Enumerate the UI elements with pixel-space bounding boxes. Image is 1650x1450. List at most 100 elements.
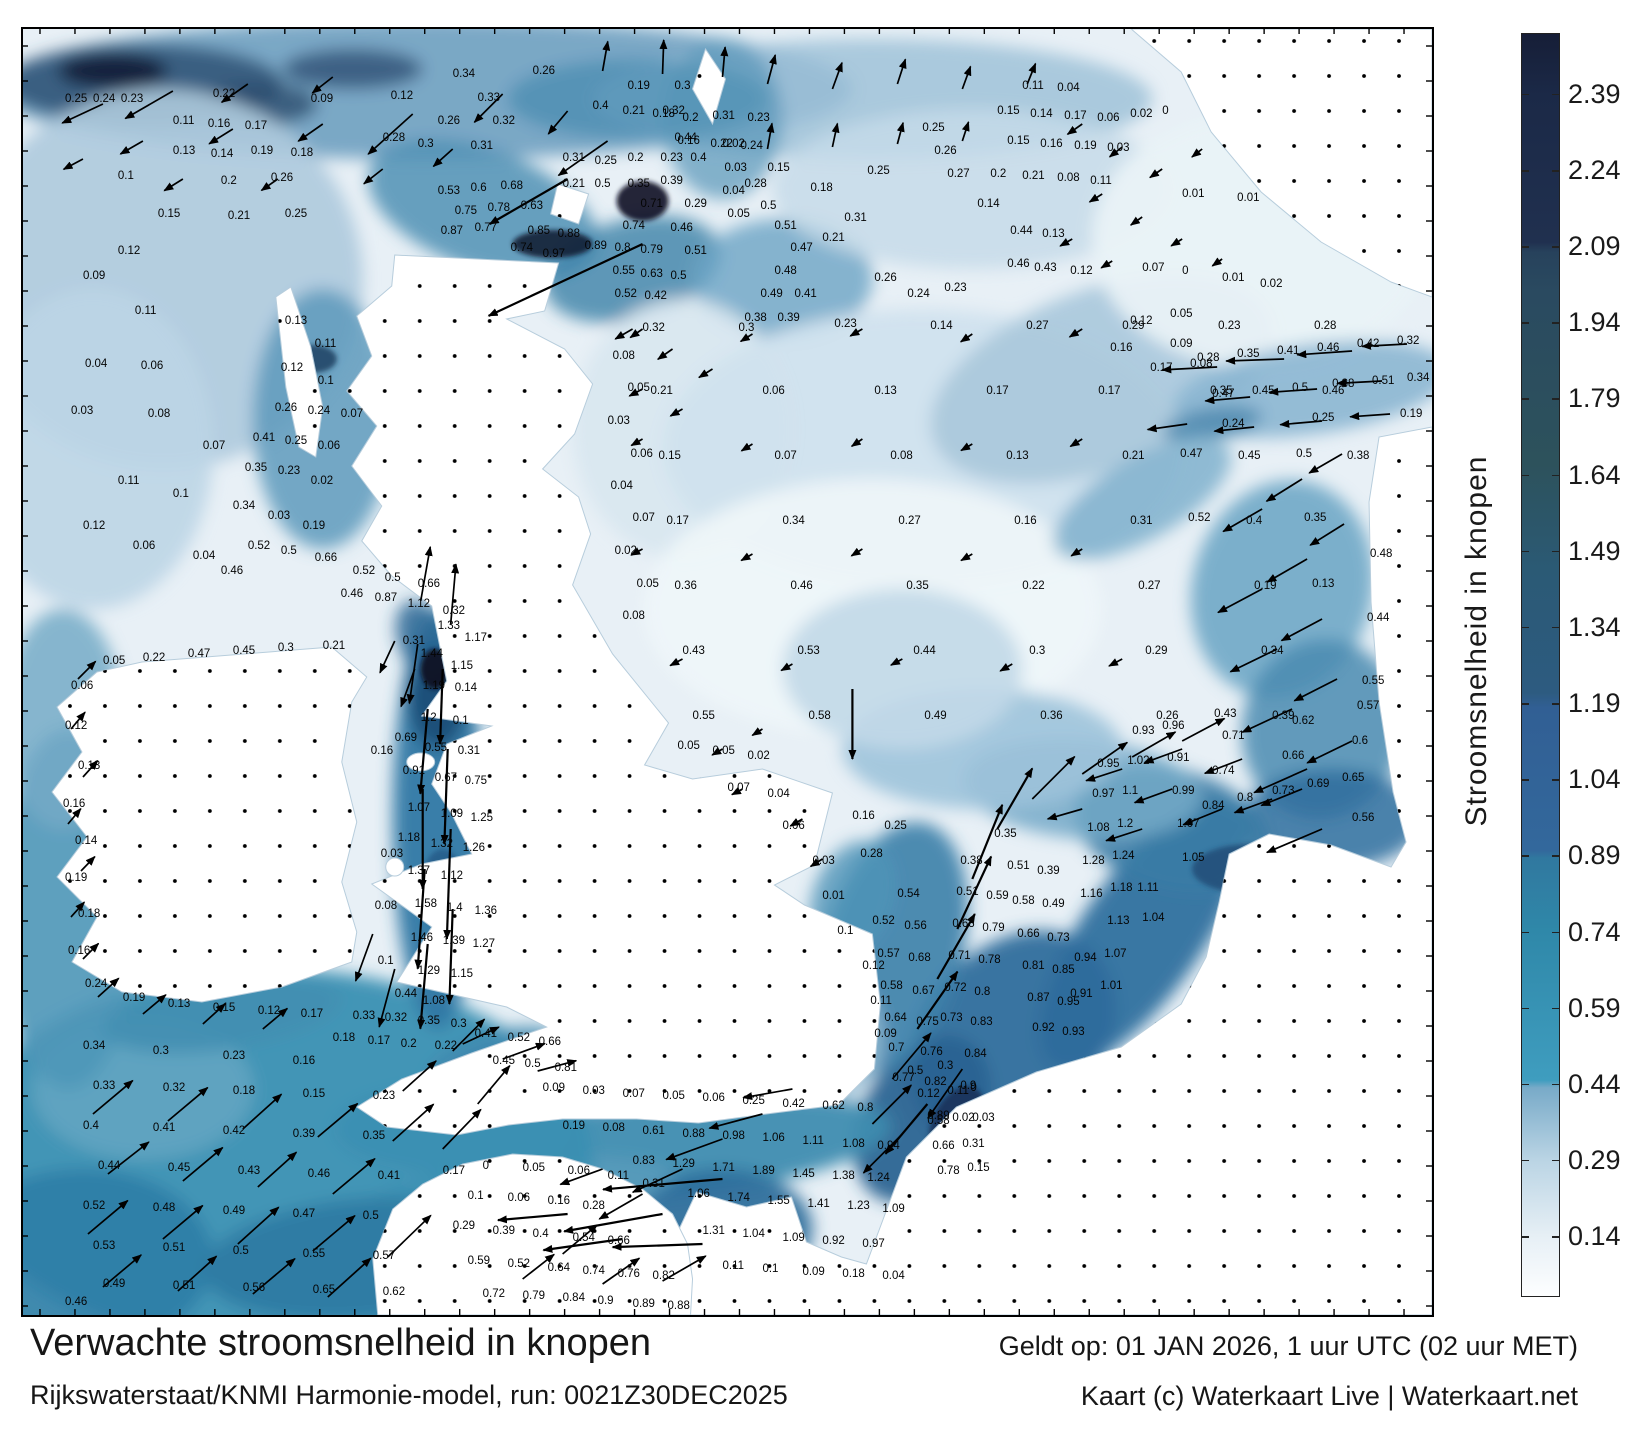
svg-text:0.74: 0.74 (583, 1265, 606, 1277)
svg-text:0.93: 0.93 (1062, 1026, 1084, 1038)
svg-text:0.14: 0.14 (977, 198, 1000, 210)
svg-text:1.06: 1.06 (688, 1188, 710, 1200)
current-speed-map: 0.25 0.24 0.23 0.22 0.09 0.12 0.11 0.16 0.17 0.13… (21, 27, 1434, 1317)
svg-text:0.69: 0.69 (1307, 778, 1329, 790)
svg-text:0.85: 0.85 (528, 225, 550, 237)
svg-text:0.71: 0.71 (641, 198, 663, 210)
svg-text:0.27: 0.27 (898, 515, 920, 527)
svg-text:0.54: 0.54 (573, 1232, 596, 1244)
svg-text:0.44: 0.44 (913, 645, 936, 657)
svg-text:1.12: 1.12 (441, 870, 463, 882)
svg-text:0.15: 0.15 (997, 105, 1019, 117)
svg-text:1.12: 1.12 (408, 598, 430, 610)
colorbar-tick-mark (1522, 1236, 1529, 1238)
svg-text:0.14: 0.14 (455, 682, 478, 694)
svg-text:0.18: 0.18 (810, 182, 832, 194)
svg-text:0.08: 0.08 (148, 408, 170, 420)
svg-text:0.16: 0.16 (208, 118, 230, 130)
svg-text:0.41: 0.41 (153, 1122, 175, 1134)
svg-text:0.53: 0.53 (93, 1240, 115, 1252)
svg-text:0.63: 0.63 (952, 918, 974, 930)
svg-text:0.1: 0.1 (468, 1190, 484, 1202)
svg-text:0.5: 0.5 (907, 1065, 923, 1077)
svg-text:0.19: 0.19 (628, 80, 650, 92)
svg-text:1.07: 1.07 (408, 802, 430, 814)
svg-text:1.01: 1.01 (1100, 980, 1122, 992)
svg-text:0.12: 0.12 (65, 720, 87, 732)
svg-text:0.05: 0.05 (713, 745, 735, 757)
svg-text:1.37: 1.37 (408, 865, 430, 877)
svg-text:0.01: 0.01 (1222, 272, 1244, 284)
svg-text:0.1: 0.1 (318, 375, 334, 387)
svg-text:0.9: 0.9 (598, 1295, 614, 1307)
colorbar-tick-label: 1.64 (1568, 459, 1621, 490)
svg-text:0.01: 0.01 (1237, 192, 1259, 204)
svg-text:0.38: 0.38 (1347, 450, 1369, 462)
svg-text:0.93: 0.93 (1132, 725, 1154, 737)
svg-text:0.35: 0.35 (1237, 348, 1259, 360)
svg-text:0.39: 0.39 (293, 1128, 315, 1140)
svg-text:0.4: 0.4 (593, 100, 610, 112)
svg-text:0.62: 0.62 (383, 1286, 405, 1298)
svg-text:0.07: 0.07 (633, 512, 655, 524)
svg-text:1.36: 1.36 (475, 905, 497, 917)
svg-text:0.79: 0.79 (641, 244, 663, 256)
colorbar-tick-mark (1552, 93, 1559, 96)
svg-text:0.55: 0.55 (613, 265, 635, 277)
svg-text:1.04: 1.04 (1142, 912, 1165, 924)
svg-text:0.13: 0.13 (168, 998, 190, 1010)
svg-text:0.22: 0.22 (435, 1040, 457, 1052)
svg-text:0.14: 0.14 (211, 148, 234, 160)
svg-text:0.3: 0.3 (451, 1018, 467, 1030)
svg-text:0.64: 0.64 (884, 1012, 907, 1024)
svg-text:0.23: 0.23 (373, 1090, 395, 1102)
svg-text:0.09: 0.09 (83, 270, 105, 282)
colorbar-tick-mark (1522, 703, 1529, 705)
svg-text:0.27: 0.27 (1138, 580, 1160, 592)
svg-text:0.55: 0.55 (303, 1248, 325, 1260)
svg-text:0.68: 0.68 (501, 180, 523, 192)
model-run-info: Rijkswaterstaat/KNMI Harmonie-model, run… (30, 1380, 788, 1410)
svg-text:1.08: 1.08 (423, 995, 445, 1007)
svg-text:0.17: 0.17 (443, 1165, 465, 1177)
svg-text:0.5: 0.5 (525, 1058, 541, 1070)
svg-text:0.55: 0.55 (425, 742, 447, 754)
svg-text:0.16: 0.16 (63, 798, 85, 810)
colorbar-tick-mark (1522, 931, 1529, 933)
svg-text:0.45: 0.45 (1252, 385, 1274, 397)
svg-text:0.17: 0.17 (1098, 385, 1120, 397)
svg-text:0.22: 0.22 (213, 88, 235, 100)
svg-text:0.18: 0.18 (291, 147, 313, 159)
svg-text:0.95: 0.95 (1097, 758, 1119, 770)
svg-text:0.78: 0.78 (978, 954, 1000, 966)
svg-text:0.66: 0.66 (315, 552, 337, 564)
svg-text:0.24: 0.24 (740, 140, 763, 152)
svg-text:0.06: 0.06 (703, 1092, 725, 1104)
svg-text:0.08: 0.08 (1057, 172, 1079, 184)
svg-text:0.15: 0.15 (659, 450, 681, 462)
svg-text:0.11: 0.11 (608, 1170, 629, 1182)
svg-text:1.44: 1.44 (421, 648, 444, 660)
svg-text:0.66: 0.66 (418, 578, 440, 590)
svg-text:0.32: 0.32 (1397, 335, 1419, 347)
svg-text:0.47: 0.47 (790, 242, 812, 254)
colorbar-tick-mark (1522, 398, 1529, 400)
svg-text:0.55: 0.55 (693, 710, 715, 722)
svg-text:0.35: 0.35 (1304, 512, 1326, 524)
svg-text:0.53: 0.53 (438, 185, 460, 197)
svg-text:0.42: 0.42 (782, 1098, 804, 1110)
svg-text:0.5: 0.5 (760, 200, 776, 212)
svg-text:0.05: 0.05 (103, 655, 125, 667)
svg-text:0.63: 0.63 (641, 268, 663, 280)
svg-text:0.23: 0.23 (661, 152, 683, 164)
svg-text:0.17: 0.17 (1150, 362, 1172, 374)
svg-text:0.47: 0.47 (188, 648, 210, 660)
svg-text:0.25: 0.25 (867, 165, 889, 177)
svg-text:0.51: 0.51 (173, 1280, 195, 1292)
colorbar-tick-mark (1552, 1007, 1559, 1010)
svg-text:0: 0 (483, 1160, 489, 1172)
svg-text:0.46: 0.46 (65, 1296, 87, 1308)
svg-text:0.87: 0.87 (375, 592, 397, 604)
svg-text:0.2: 0.2 (628, 152, 644, 164)
svg-text:0.58: 0.58 (927, 1115, 949, 1127)
